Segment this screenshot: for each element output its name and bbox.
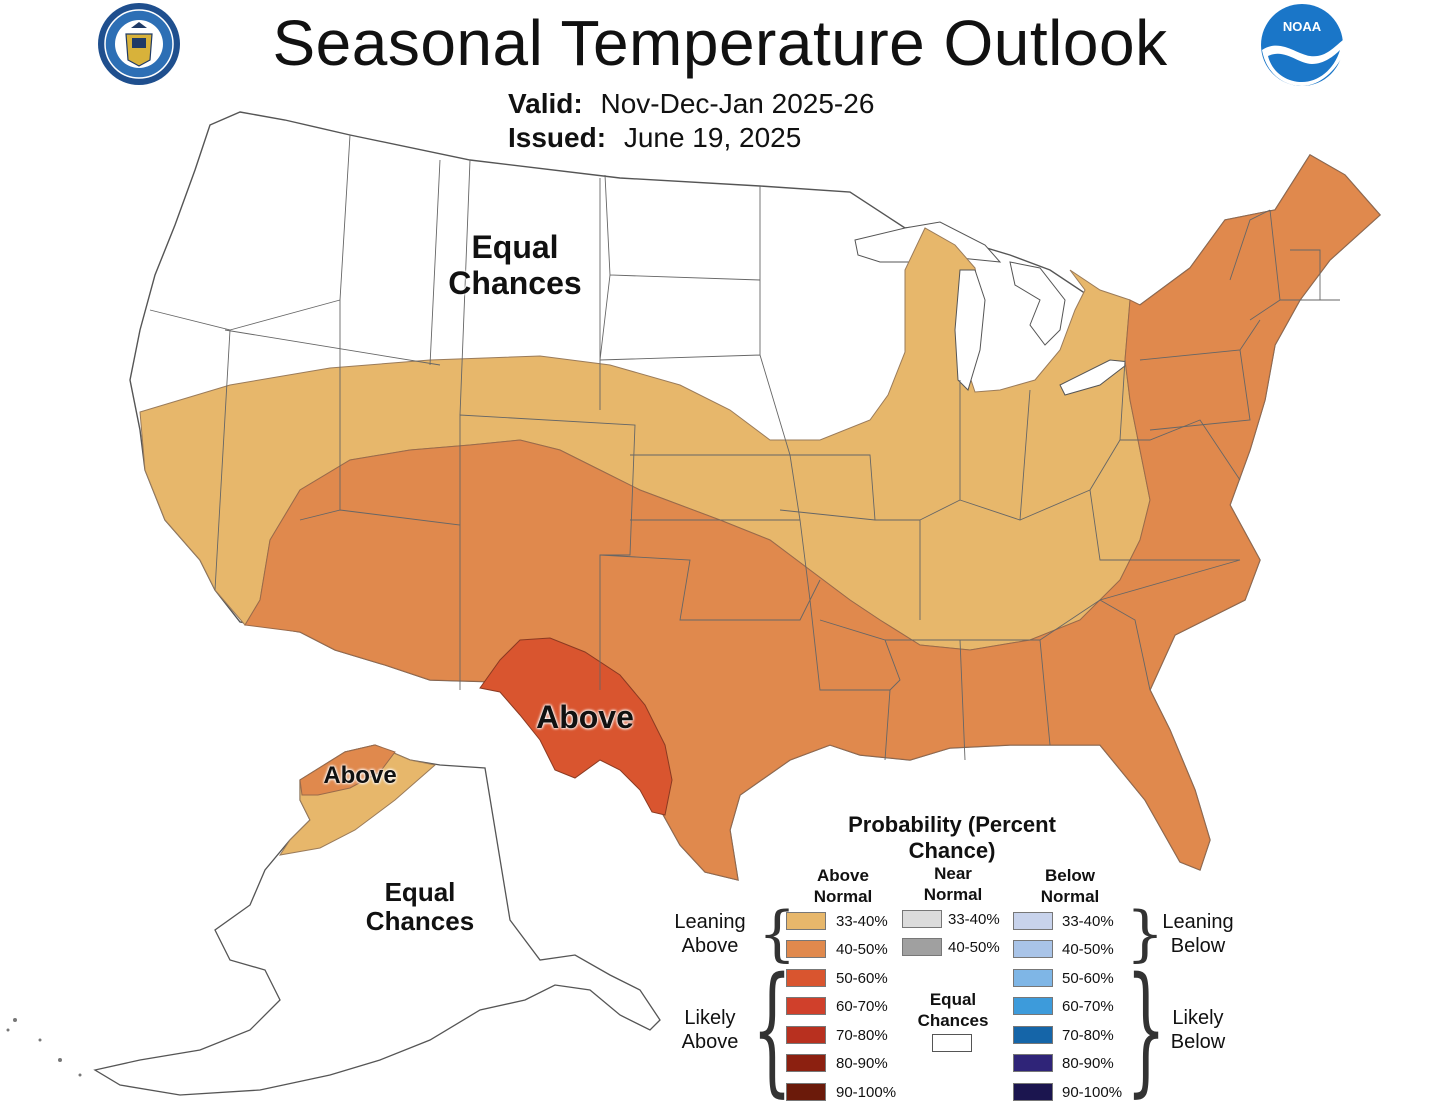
alaska-above-40-50-region [299, 744, 396, 796]
alaska-equal-chances-label: Equal Chances [365, 877, 475, 937]
department-of-commerce-seal-icon [98, 3, 180, 85]
legend-label-near-40-50: 40-50% [948, 939, 1000, 956]
legend-label-below-40-50: 40-50% [1062, 941, 1114, 958]
likely-below-brace: } [1126, 948, 1167, 1111]
legend-label-above-40-50: 40-50% [836, 941, 888, 958]
legend-swatch-above-90-100 [786, 1083, 826, 1101]
legend-label-near-33-40: 33-40% [948, 911, 1000, 928]
valid-value: Nov-Dec-Jan 2025-26 [600, 88, 875, 119]
legend-label-above-60-70: 60-70% [836, 998, 888, 1015]
valid-label: Valid: [508, 88, 583, 119]
lake-huron [1009, 261, 1066, 346]
legend-likely-below-label: Likely Below [1170, 1007, 1226, 1053]
legend-leaning-above-label: Leaning Above [674, 911, 746, 957]
legend-label-below-90-100: 90-100% [1062, 1084, 1123, 1101]
leaning-below-brace: } [1126, 899, 1165, 969]
legend-swatch-equal-chances [932, 1034, 972, 1052]
legend-equal-chances-label: Equal Chances [917, 990, 989, 1030]
valid-line: Valid: Nov-Dec-Jan 2025-26 [508, 88, 874, 120]
legend-swatch-above-60-70 [786, 997, 826, 1015]
alaska-outline [93, 744, 661, 1096]
legend-label-below-50-60: 50-60% [1062, 970, 1114, 987]
issued-value: June 19, 2025 [623, 122, 802, 153]
page-title: Seasonal Temperature Outlook [272, 7, 1168, 79]
legend-leaning-below-label: Leaning Below [1162, 911, 1234, 957]
legend-swatch-below-70-80 [1013, 1026, 1053, 1044]
legend-below-normal-header: Below Normal [1040, 866, 1100, 906]
legend-swatch-near-33-40 [902, 910, 942, 928]
conus-equal-chances-label: Equal Chances [448, 229, 582, 301]
legend-swatch-below-33-40 [1013, 912, 1053, 930]
lake-erie [1059, 359, 1132, 396]
legend-above-normal-header: Above Normal [813, 866, 873, 906]
legend-likely-above-label: Likely Above [681, 1007, 739, 1053]
lake-michigan [954, 269, 986, 391]
leaning-above-brace: { [758, 899, 797, 969]
legend-swatch-below-50-60 [1013, 969, 1053, 987]
legend-label-below-70-80: 70-80% [1062, 1027, 1114, 1044]
legend-swatch-below-90-100 [1013, 1083, 1053, 1101]
state-boundaries [149, 134, 1340, 761]
issued-label: Issued: [508, 122, 607, 153]
aleutian-islands [6, 1018, 82, 1077]
legend-label-above-50-60: 50-60% [836, 970, 888, 987]
conus-above-label: Above [536, 699, 634, 735]
legend-near-normal-header: Near Normal [923, 864, 983, 904]
legend-title: Probability (Percent Chance) [848, 812, 1056, 864]
legend-label-below-33-40: 33-40% [1062, 913, 1114, 930]
legend-swatch-above-40-50 [786, 940, 826, 958]
legend-label-above-33-40: 33-40% [836, 913, 888, 930]
legend-label-below-60-70: 60-70% [1062, 998, 1114, 1015]
above-40-50-region-south [244, 154, 1381, 881]
legend-swatch-above-33-40 [786, 912, 826, 930]
legend-swatch-below-40-50 [1013, 940, 1053, 958]
legend-label-below-80-90: 80-90% [1062, 1055, 1114, 1072]
likely-above-brace: { [752, 948, 793, 1111]
issued-line: Issued: June 19, 2025 [508, 122, 801, 154]
legend-swatch-above-70-80 [786, 1026, 826, 1044]
legend-label-above-80-90: 80-90% [836, 1055, 888, 1072]
legend-swatch-above-80-90 [786, 1054, 826, 1072]
legend-label-above-90-100: 90-100% [836, 1084, 897, 1101]
legend-label-above-70-80: 70-80% [836, 1027, 888, 1044]
noaa-logo-text: NOAA [1283, 19, 1322, 34]
noaa-logo-icon: NOAA [1261, 4, 1343, 86]
alaska-above-label: Above [323, 762, 397, 789]
legend-swatch-above-50-60 [786, 969, 826, 987]
legend-swatch-near-40-50 [902, 938, 942, 956]
above-50-60-region [479, 637, 673, 816]
legend-swatch-below-80-90 [1013, 1054, 1053, 1072]
legend-swatch-below-60-70 [1013, 997, 1053, 1015]
